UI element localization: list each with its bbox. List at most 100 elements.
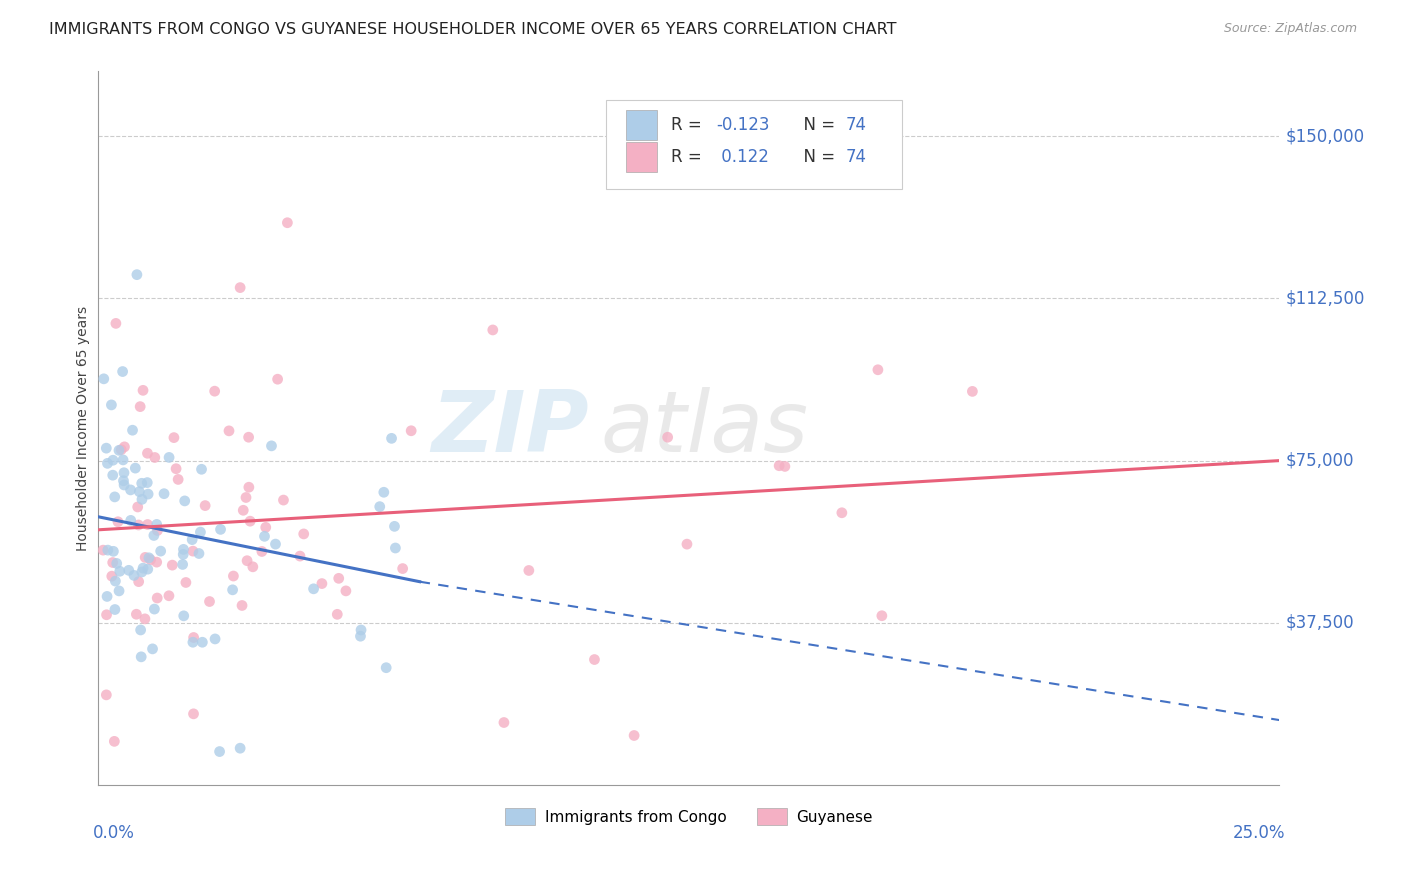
- Point: [101, 569, 124, 583]
- Point: [108, 443, 131, 458]
- Point: [103, 544, 125, 558]
- Point: [149, 544, 172, 558]
- Point: [373, 485, 395, 500]
- Point: [238, 480, 260, 494]
- Point: [866, 363, 889, 377]
- Point: [375, 661, 398, 675]
- Point: [124, 461, 146, 475]
- Point: [326, 607, 349, 622]
- Point: [129, 400, 152, 414]
- Text: atlas: atlas: [600, 386, 808, 470]
- Point: [266, 372, 288, 386]
- FancyBboxPatch shape: [606, 100, 901, 189]
- Point: [167, 472, 190, 486]
- Point: [181, 544, 204, 558]
- Point: [131, 492, 153, 507]
- Point: [335, 583, 357, 598]
- Point: [111, 365, 134, 379]
- Text: $112,500: $112,500: [1285, 289, 1365, 308]
- Point: [131, 565, 153, 579]
- Point: [114, 440, 136, 454]
- Point: [517, 564, 540, 578]
- Point: [232, 503, 254, 517]
- Point: [368, 500, 391, 514]
- Legend: Immigrants from Congo, Guyanese: Immigrants from Congo, Guyanese: [499, 802, 879, 830]
- Point: [204, 384, 226, 399]
- Point: [172, 558, 194, 572]
- Point: [104, 490, 127, 504]
- Point: [162, 558, 184, 573]
- Point: [183, 631, 205, 645]
- Point: [136, 562, 159, 576]
- Point: [141, 641, 163, 656]
- Point: [190, 525, 212, 540]
- Point: [129, 649, 152, 664]
- Point: [328, 571, 350, 585]
- Point: [139, 553, 162, 567]
- Point: [91, 543, 114, 558]
- Point: [112, 453, 135, 467]
- Point: [208, 745, 231, 759]
- Text: 25.0%: 25.0%: [1233, 824, 1285, 842]
- Point: [492, 715, 515, 730]
- Point: [349, 629, 371, 643]
- Point: [254, 520, 277, 534]
- Point: [103, 734, 125, 748]
- Point: [292, 527, 315, 541]
- Point: [132, 561, 155, 575]
- Point: [676, 537, 699, 551]
- Point: [962, 384, 984, 399]
- Point: [221, 582, 243, 597]
- Point: [97, 543, 120, 558]
- Point: [132, 384, 155, 398]
- Point: [107, 515, 129, 529]
- Point: [112, 478, 135, 492]
- Point: [380, 431, 402, 445]
- Text: IMMIGRANTS FROM CONGO VS GUYANESE HOUSEHOLDER INCOME OVER 65 YEARS CORRELATION C: IMMIGRANTS FROM CONGO VS GUYANESE HOUSEH…: [49, 22, 897, 37]
- Text: ZIP: ZIP: [430, 386, 589, 470]
- Point: [190, 462, 212, 476]
- Point: [273, 493, 295, 508]
- Point: [104, 317, 127, 331]
- Point: [181, 533, 204, 547]
- Point: [235, 491, 257, 505]
- Point: [173, 494, 195, 508]
- Point: [105, 557, 128, 571]
- Text: $37,500: $37,500: [1285, 614, 1354, 632]
- Text: $150,000: $150,000: [1285, 128, 1364, 145]
- Point: [236, 554, 259, 568]
- Point: [127, 500, 149, 514]
- Point: [253, 529, 276, 543]
- Point: [146, 591, 169, 605]
- Point: [260, 439, 283, 453]
- FancyBboxPatch shape: [626, 142, 657, 172]
- Point: [204, 632, 226, 646]
- Point: [157, 589, 180, 603]
- Point: [96, 456, 118, 470]
- Point: [173, 542, 195, 557]
- Point: [229, 741, 252, 756]
- Point: [239, 514, 262, 528]
- Text: -0.123: -0.123: [716, 116, 769, 134]
- Point: [101, 468, 124, 483]
- Point: [384, 541, 406, 555]
- Point: [157, 450, 180, 465]
- Point: [288, 549, 311, 563]
- Point: [391, 561, 413, 575]
- Point: [125, 268, 148, 282]
- Point: [145, 555, 167, 569]
- Point: [120, 513, 142, 527]
- Point: [153, 486, 176, 500]
- Point: [218, 424, 240, 438]
- Point: [131, 476, 153, 491]
- Point: [125, 607, 148, 622]
- Point: [96, 590, 118, 604]
- Point: [831, 506, 853, 520]
- Point: [583, 652, 606, 666]
- Point: [773, 459, 796, 474]
- Point: [172, 548, 194, 562]
- Point: [128, 484, 150, 499]
- Point: [138, 550, 160, 565]
- Point: [136, 475, 159, 490]
- Point: [129, 623, 152, 637]
